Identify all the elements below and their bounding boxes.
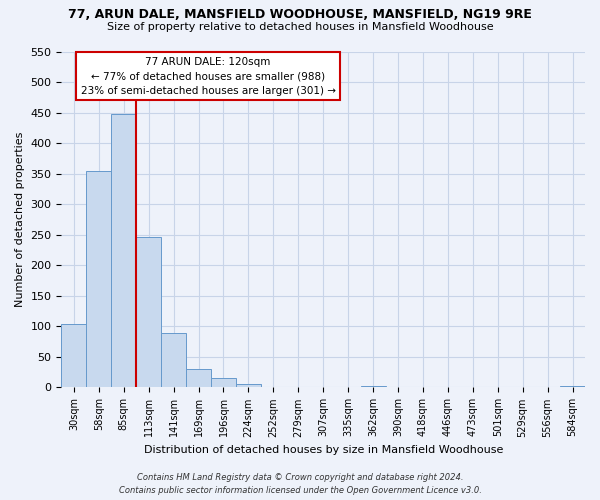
Y-axis label: Number of detached properties: Number of detached properties <box>15 132 25 307</box>
Text: Size of property relative to detached houses in Mansfield Woodhouse: Size of property relative to detached ho… <box>107 22 493 32</box>
Bar <box>261 387 286 388</box>
Bar <box>136 236 161 388</box>
Bar <box>61 324 86 388</box>
Bar <box>186 368 211 388</box>
Text: 77 ARUN DALE: 120sqm
← 77% of detached houses are smaller (988)
23% of semi-deta: 77 ARUN DALE: 120sqm ← 77% of detached h… <box>80 56 335 96</box>
Bar <box>560 386 585 388</box>
Bar <box>361 386 386 388</box>
Bar <box>86 171 111 388</box>
Text: Contains HM Land Registry data © Crown copyright and database right 2024.
Contai: Contains HM Land Registry data © Crown c… <box>119 474 481 495</box>
X-axis label: Distribution of detached houses by size in Mansfield Woodhouse: Distribution of detached houses by size … <box>143 445 503 455</box>
Bar <box>236 384 261 388</box>
Bar <box>211 378 236 388</box>
Bar <box>161 333 186 388</box>
Bar <box>111 114 136 388</box>
Text: 77, ARUN DALE, MANSFIELD WOODHOUSE, MANSFIELD, NG19 9RE: 77, ARUN DALE, MANSFIELD WOODHOUSE, MANS… <box>68 8 532 20</box>
